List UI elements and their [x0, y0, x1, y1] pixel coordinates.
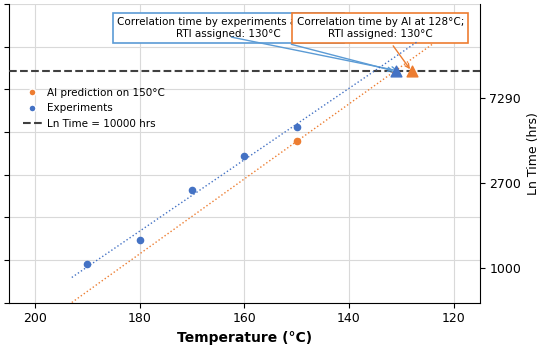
X-axis label: Temperature (°C): Temperature (°C) — [177, 331, 312, 345]
Point — [292, 139, 301, 144]
Point — [83, 261, 92, 266]
Point — [188, 187, 196, 192]
Point — [407, 69, 416, 74]
Legend: AI prediction on 150°C, Experiments, Ln Time = 10000 hrs: AI prediction on 150°C, Experiments, Ln … — [19, 84, 169, 133]
Text: Correlation time by experiments at 131°C;
RTI assigned: 130°C: Correlation time by experiments at 131°C… — [118, 17, 392, 72]
Point — [292, 125, 301, 130]
Point — [135, 238, 144, 243]
Y-axis label: Ln Time (hrs): Ln Time (hrs) — [527, 112, 540, 195]
Text: Correlation time by AI at 128°C;
RTI assigned: 130°C: Correlation time by AI at 128°C; RTI ass… — [296, 17, 464, 68]
Point — [392, 69, 400, 74]
Point — [240, 153, 249, 159]
